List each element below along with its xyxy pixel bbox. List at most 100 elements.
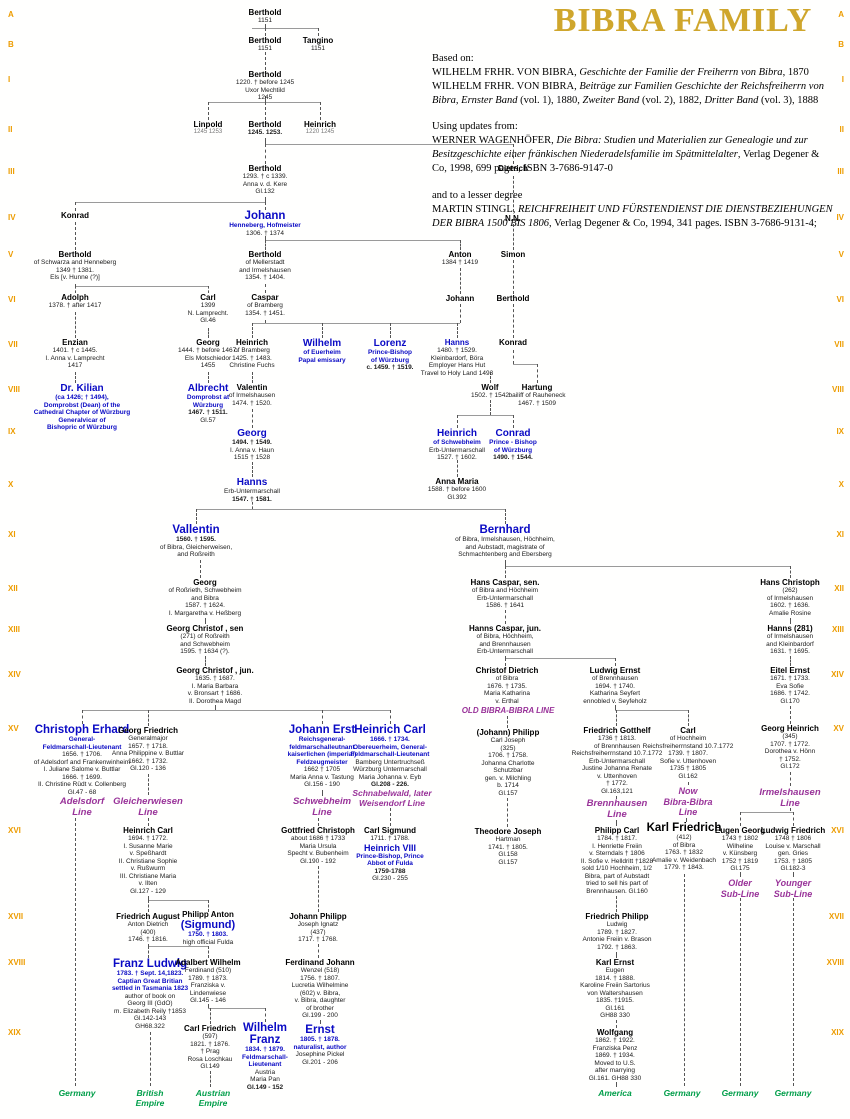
person-detail: 1220 1245 [305, 129, 335, 135]
descent-line-vertical [208, 102, 209, 120]
person-detail: v. Bibra, daughter [294, 997, 346, 1004]
descent-line-vertical [148, 900, 149, 912]
sibling-line-horizontal [208, 1008, 265, 1009]
descent-line-vertical [200, 560, 201, 578]
person-detail: Lindenwiese [189, 989, 227, 997]
person-detail: 1384 † 1419 [441, 259, 479, 266]
descent-line-vertical [75, 372, 76, 383]
generation-label-right-vi: VI [836, 295, 844, 304]
descent-line-vertical [460, 304, 461, 323]
sibling-line-horizontal [513, 364, 537, 365]
generation-label-left-a: A [8, 10, 14, 19]
person-detail: 1657. † 1718. [128, 742, 168, 750]
person-detail: I. Anna v. Haun [230, 446, 274, 454]
person-detail: settled in Tasmania 1823 [111, 985, 189, 992]
person-node-berthold: Berthold [497, 294, 530, 303]
person-detail: of Schwarza and Henneberg [33, 259, 117, 266]
person-node-johann-philipp: (Johann) Philipp Carl Joseph (325) 1706. † … [477, 728, 540, 797]
person-name: Dietrich [498, 164, 528, 173]
descent-line-vertical [75, 286, 76, 293]
person-detail: Reichsgeneral- [298, 736, 346, 743]
person-detail: tried to sell his part of [586, 880, 648, 887]
person-detail: 1474. † 1520. [232, 399, 272, 407]
person-node-bernhard: Bernhard of Bibra, Irmelshausen, Höchheim… [455, 524, 555, 559]
person-detail: Henneberg, Hofmeister [229, 222, 301, 229]
person-node-ludwig-friedrich: Ludwig Friedrich 1748 † 1806 Louise v. Mar… [761, 826, 825, 873]
person-detail: Carl Joseph [490, 737, 526, 744]
person-node-caspar: Caspar of Bramberg 1354. † 1451. [245, 293, 285, 317]
descent-line-vertical [75, 818, 76, 1086]
person-detail: and Irmelshausen [239, 266, 291, 274]
descent-line-vertical [208, 900, 209, 912]
descent-line-vertical [790, 706, 791, 724]
descent-line-vertical [318, 944, 319, 958]
person-name: Christoph Erhard [34, 724, 130, 736]
person-detail: 1759-1788 [374, 867, 406, 875]
person-detail: Bibra, part of Aubstadt [584, 872, 650, 880]
person-detail: Würzburg Untermarschall [353, 766, 427, 773]
person-detail: Erb-Untermarschall [477, 648, 533, 655]
descent-line-vertical [616, 1020, 617, 1028]
person-name: Georg [196, 338, 220, 347]
person-detail: of Brennhausen [592, 675, 638, 682]
person-detail: 1480. † 1529. [437, 347, 477, 354]
person-detail: Gl.392 [447, 493, 467, 501]
person-detail: Prince-Bishop [367, 349, 413, 356]
person-name: Berthold [248, 8, 282, 17]
person-detail: 1595. † 1634 (?). [180, 648, 230, 655]
person-detail: 1656. † 1706. [62, 751, 102, 758]
generation-label-right-ix: IX [836, 427, 844, 436]
descent-line-vertical [318, 818, 319, 826]
person-detail: Feldmarschall-Lieutenant [350, 751, 430, 758]
person-name: Heinrich [436, 428, 477, 439]
person-detail: I. Susanne Marie [123, 842, 173, 850]
person-detail: Reichsfreiherrnstand 10.7.1772 [571, 750, 663, 757]
person-detail: Franziska v. [190, 982, 226, 989]
person-detail: of Adelsdorf and Frankenwinheim [33, 758, 131, 766]
person-node-christoph-erhard: Christoph Erhard General- Feldmarschall-Li… [34, 724, 130, 796]
person-node-heinrich: Heinrich 1220 1245 [304, 120, 336, 136]
person-detail: of Bramberg [234, 347, 270, 354]
person-detail: † Prag [200, 1048, 220, 1055]
person-detail: Gl.127 - 129 [130, 887, 166, 895]
person-node-wilhelm-franz: Wilhelm Franz 1834. † 1879. Feldmarschall- L… [242, 1022, 288, 1091]
descent-line-vertical [490, 372, 491, 383]
person-detail: Domprobst (Dean) of the [43, 401, 121, 409]
descent-line-vertical [148, 818, 149, 826]
descent-line-vertical [320, 102, 321, 120]
person-detail: (271) of Roßreith [180, 633, 230, 640]
generation-label-right-i: I [841, 75, 844, 84]
descent-line-vertical [318, 866, 319, 912]
person-detail: and Bibra [191, 594, 219, 602]
descent-line-vertical [252, 409, 253, 428]
descent-line-vertical [265, 102, 266, 120]
generation-label-left-i: I [8, 75, 11, 84]
source-citation: WILHELM FRHR. VON BIBRA, Beiträge zur Fa… [432, 80, 824, 106]
region-label-germany: Germany [58, 1088, 96, 1098]
person-detail: 1245 [257, 94, 273, 101]
person-name: Linpold [193, 120, 223, 129]
person-name: Philipp Anton [182, 910, 234, 919]
person-detail: Franziska Penz [592, 1044, 638, 1052]
person-detail: Gl.162 [678, 772, 698, 780]
person-detail: 1444. † before 1467. [178, 347, 238, 354]
person-detail: Lieutenant [248, 1061, 282, 1068]
person-node-anton: Anton 1384 † 1419 [442, 250, 478, 267]
descent-line-vertical [322, 710, 323, 724]
person-node-georg: Georg 1444. † before 1467. Els Motschiedor… [178, 338, 238, 370]
source-citation: WILHELM FRHR. VON BIBRA, Geschichte der … [432, 66, 809, 78]
sibling-line-horizontal [252, 28, 318, 29]
person-node-christof-dietrich: Christof Dietrich of Bibra 1676. † 1735. Ma… [476, 666, 539, 705]
person-name: Carl [680, 726, 696, 735]
person-detail: (Sigmund) [180, 919, 236, 931]
person-name: Hanns [444, 338, 470, 347]
branch-line-label-now-bibra-bibra-line: Now Bibra-Bibra Line [663, 786, 713, 817]
descent-line-vertical [507, 798, 508, 827]
generation-label-right-vii: VII [834, 340, 844, 349]
person-detail: (597) [202, 1033, 218, 1040]
person-node-johann: Johann Henneberg, Hofmeister 1306. † 1374 [229, 210, 301, 237]
person-name: Carl Sigmund [363, 826, 417, 835]
person-detail: v. Ilten [138, 880, 158, 887]
person-detail: v. Sterndals † 1806 [589, 850, 645, 857]
descent-line-vertical [320, 1020, 321, 1024]
